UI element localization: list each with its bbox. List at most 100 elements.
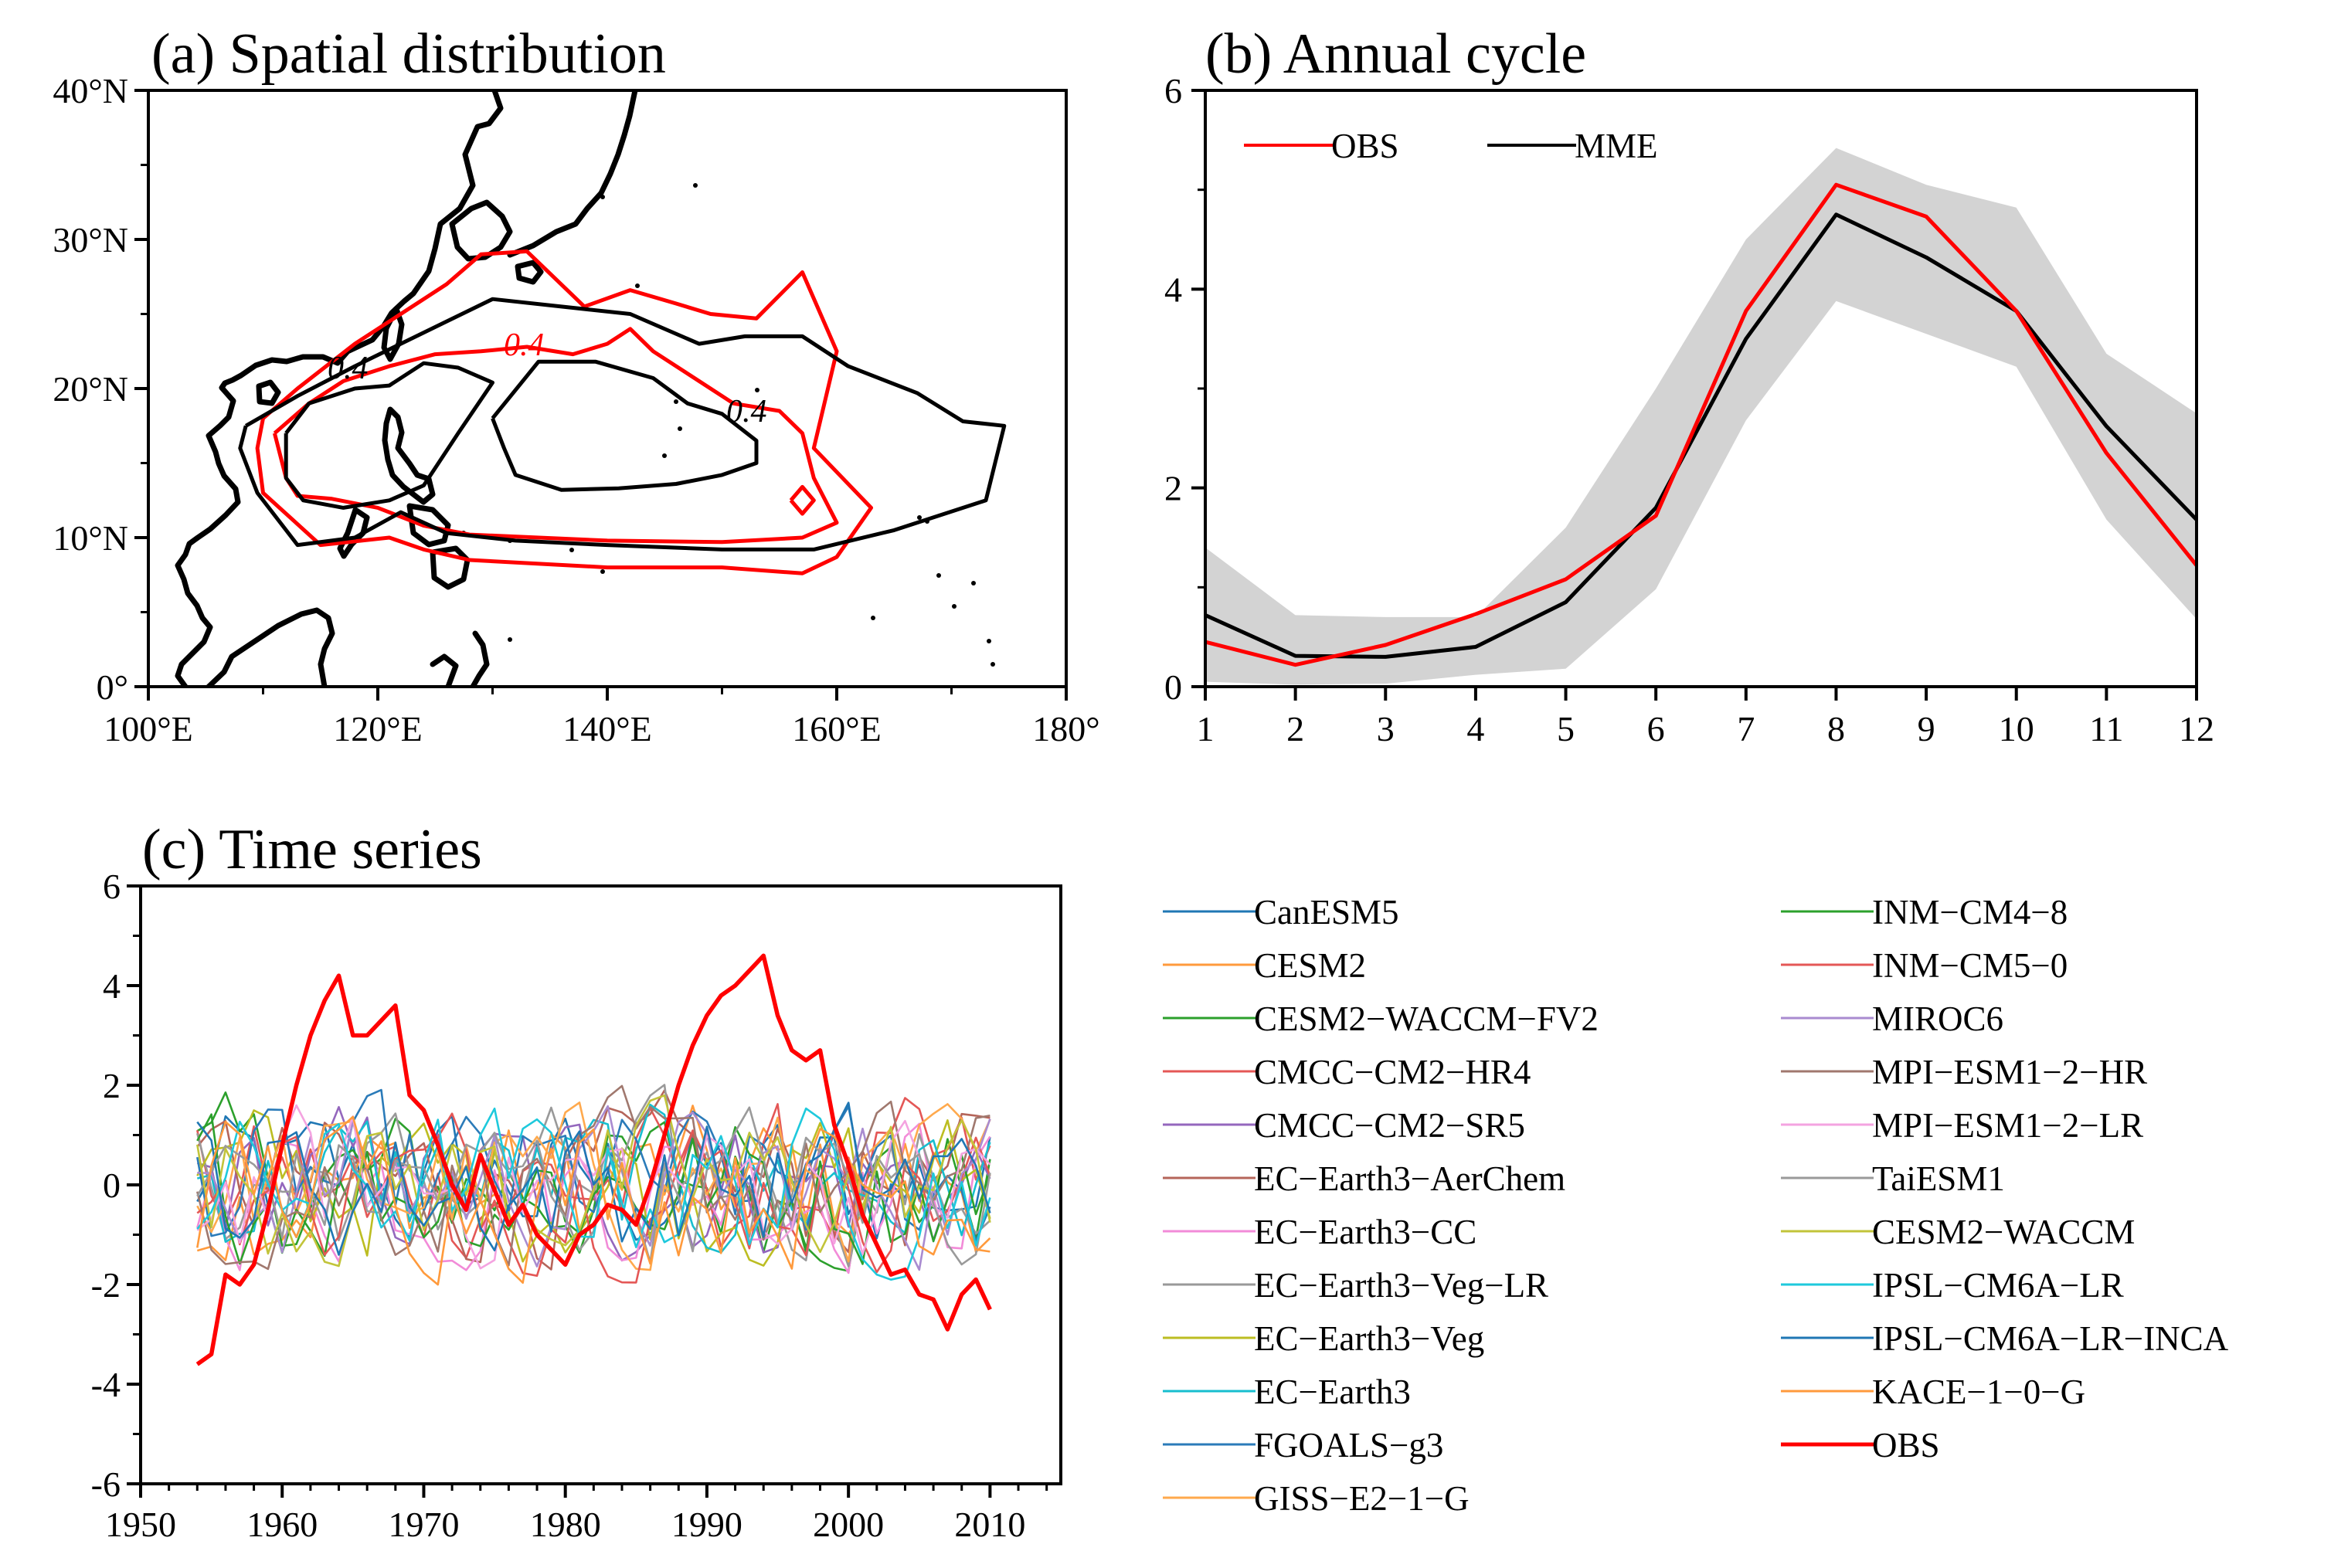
island-speck bbox=[987, 639, 991, 643]
series-y-tick-label: -4 bbox=[91, 1365, 121, 1404]
legend-label-miroc6: MIROC6 bbox=[1872, 1000, 2003, 1038]
time-series-legend: CanESM5 CESM2 CESM2−WACCM−FV2 CMCC−CM2−HR4 C… bbox=[1163, 893, 2229, 1518]
legend-label-cmcc-cm2-hr4: CMCC−CM2−HR4 bbox=[1254, 1053, 1531, 1091]
island-speck bbox=[936, 573, 941, 578]
contour-mme-2 bbox=[491, 359, 759, 492]
cycle-y-tick-label: 2 bbox=[1164, 469, 1182, 508]
island-speck bbox=[917, 515, 922, 520]
island-speck bbox=[635, 283, 640, 288]
series-x-tick-label: 1990 bbox=[671, 1505, 742, 1544]
island-speck bbox=[693, 183, 698, 188]
map-axes: 100°E 120°E 140°E 160°E 180° 0° 10°N 20°N 30°N 40… bbox=[53, 71, 1099, 748]
obs-line bbox=[195, 953, 992, 1366]
contour-mme-0 bbox=[238, 297, 1007, 552]
legend-label-cesm2: CESM2 bbox=[1254, 946, 1366, 985]
island-speck bbox=[991, 662, 995, 667]
series-y-tick-label: -2 bbox=[91, 1265, 121, 1305]
series-y-tick-label: 2 bbox=[103, 1066, 121, 1105]
cycle-x-tick-label: 2 bbox=[1286, 709, 1304, 748]
contour-label-mme-east: 0.4 bbox=[726, 394, 767, 429]
contour-obs-0 bbox=[255, 249, 873, 575]
contour-obs-1 bbox=[272, 327, 839, 545]
legend-label-obs: OBS bbox=[1331, 127, 1399, 165]
series-x-tick-label: 1970 bbox=[388, 1505, 459, 1544]
legend-label-ec-earth3: EC−Earth3 bbox=[1254, 1373, 1411, 1411]
island-speck bbox=[871, 616, 875, 620]
map-y-tick-label: 10°N bbox=[53, 518, 128, 558]
legend-label-fgoals-g3: FGOALS−g3 bbox=[1254, 1426, 1443, 1464]
legend-label-taiesm1: TaiESM1 bbox=[1872, 1159, 2005, 1198]
island-speck bbox=[755, 388, 759, 392]
model-line-ipsl-cm6a-lr bbox=[196, 1107, 991, 1281]
island-speck bbox=[971, 581, 976, 585]
legend-label-inm-cm5-0: INM−CM5−0 bbox=[1872, 946, 2068, 985]
cycle-x-tick-label: 12 bbox=[2179, 709, 2214, 748]
map-x-tick-label: 160°E bbox=[792, 709, 882, 748]
series-line-mme bbox=[1205, 212, 2197, 659]
spatial-distribution-title: (a) Spatial distribution bbox=[151, 22, 666, 86]
contour-mme-1 bbox=[284, 361, 494, 510]
legend-label-cmcc-cm2-sr5: CMCC−CM2−SR5 bbox=[1254, 1106, 1525, 1145]
time-series-title: (c) Time series bbox=[142, 818, 482, 881]
cycle-x-tick-label: 4 bbox=[1466, 709, 1484, 748]
island-speck bbox=[674, 399, 678, 404]
time-series-panel: (c) Time series 1950 1960 1970 1980 1990 2000… bbox=[91, 818, 2229, 1544]
legend-label-ec-earth3-veg: EC−Earth3−Veg bbox=[1254, 1319, 1484, 1358]
series-y-tick-label: 4 bbox=[103, 966, 121, 1006]
cycle-x-tick-label: 1 bbox=[1197, 709, 1215, 748]
island-speck bbox=[952, 604, 957, 609]
time-series-plot bbox=[195, 953, 992, 1366]
cycle-x-tick-label: 8 bbox=[1827, 709, 1845, 748]
coastline-map bbox=[175, 90, 638, 687]
legend-label-ec-earth3-aerchem: EC−Earth3−AerChem bbox=[1254, 1159, 1565, 1198]
model-line-kace-1-0-g bbox=[196, 1115, 991, 1286]
coastline-japan-kyushu bbox=[515, 260, 544, 285]
island-speck bbox=[662, 453, 667, 458]
coastline-korea bbox=[449, 199, 513, 262]
series-y-tick-label: -6 bbox=[91, 1464, 121, 1504]
legend-label-cesm2-waccm: CESM2−WACCM bbox=[1872, 1213, 2135, 1251]
map-y-tick-label: 40°N bbox=[53, 71, 128, 110]
coastline-taiwan bbox=[381, 306, 405, 362]
island-speck bbox=[600, 195, 605, 199]
cycle-x-tick-label: 5 bbox=[1557, 709, 1575, 748]
contour-label-mme-west: 0.4 bbox=[328, 351, 369, 386]
cycle-y-tick-label: 0 bbox=[1164, 667, 1182, 707]
coastline-sulawesi bbox=[430, 653, 459, 687]
coastline-mindanao bbox=[430, 545, 471, 590]
legend-label-obs: OBS bbox=[1872, 1426, 1940, 1464]
legend-label-canesm5: CanESM5 bbox=[1254, 893, 1399, 932]
model-line-inm-cm5-0 bbox=[196, 1112, 991, 1284]
map-y-tick-label: 0° bbox=[97, 667, 128, 707]
annual-cycle-plot bbox=[1205, 148, 2197, 685]
series-line-obs bbox=[1205, 182, 2197, 667]
series-x-tick-label: 1980 bbox=[530, 1505, 601, 1544]
legend-label-ec-earth3-cc: EC−Earth3−CC bbox=[1254, 1213, 1476, 1251]
series-x-tick-label: 2000 bbox=[813, 1505, 884, 1544]
map-x-tick-label: 100°E bbox=[104, 709, 193, 748]
map-y-tick-label: 30°N bbox=[53, 220, 128, 260]
series-x-tick-label: 2010 bbox=[954, 1505, 1025, 1544]
time-series-axes: 1950 1960 1970 1980 1990 2000 2010 -6 -4 -2 0 2 4 6 bbox=[91, 867, 1048, 1544]
legend-label-kace-1-0-g: KACE−1−0−G bbox=[1872, 1373, 2085, 1411]
model-line-inm-cm4-8 bbox=[196, 1113, 991, 1265]
coastline-palawan bbox=[337, 507, 370, 559]
cycle-x-tick-label: 9 bbox=[1918, 709, 1935, 748]
legend-label-ipsl-cm6a-lr: IPSL−CM6A−LR bbox=[1872, 1266, 2124, 1305]
legend-label-ec-earth3-veg-lr: EC−Earth3−Veg−LR bbox=[1254, 1266, 1548, 1305]
coastline-hainan bbox=[256, 379, 281, 406]
model-line-ipsl-cm6a-lr-inca bbox=[196, 1101, 991, 1256]
series-x-tick-label: 1960 bbox=[246, 1505, 318, 1544]
island-speck bbox=[508, 637, 512, 642]
legend-label-giss-e2-1-g: GISS−E2−1−G bbox=[1254, 1479, 1470, 1518]
cycle-x-tick-label: 11 bbox=[2089, 709, 2123, 748]
coastline-halmahera bbox=[470, 630, 490, 687]
coastline-borneo bbox=[206, 607, 335, 687]
series-y-tick-label: 0 bbox=[103, 1166, 121, 1205]
annual-cycle-legend: OBS MME bbox=[1244, 127, 1658, 165]
contour-lines bbox=[238, 249, 1007, 575]
cycle-x-tick-label: 7 bbox=[1737, 709, 1755, 748]
map-x-tick-label: 140°E bbox=[562, 709, 652, 748]
cycle-x-tick-label: 10 bbox=[1999, 709, 2034, 748]
